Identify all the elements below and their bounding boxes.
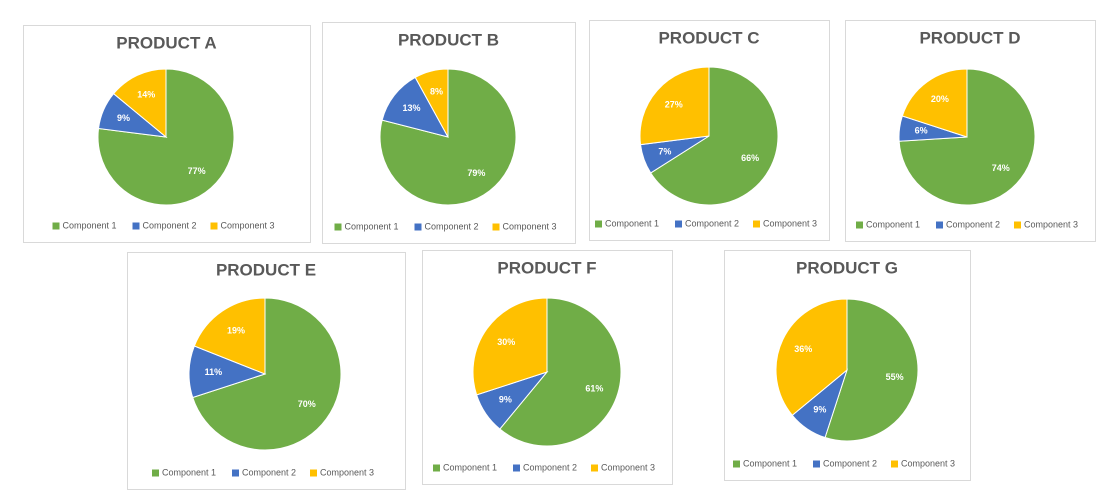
data-label: 9%	[499, 395, 512, 405]
legend-label: Component 3	[901, 458, 955, 468]
pie-slice	[112, 68, 167, 139]
legend-label: Component 3	[320, 467, 374, 477]
chart-title: PRODUCT E	[216, 260, 316, 279]
data-label: 61%	[585, 383, 603, 393]
legend-label: Component 3	[1024, 219, 1078, 229]
data-label: 14%	[137, 90, 155, 100]
pie-slice	[414, 68, 449, 138]
pie-slice	[97, 68, 235, 206]
pie-slice	[381, 76, 449, 138]
pie-slice	[775, 298, 848, 416]
legend-swatch	[891, 460, 898, 468]
legend-label: Component 2	[242, 467, 296, 477]
legend-swatch	[232, 469, 239, 477]
legend-swatch	[132, 222, 140, 230]
chart-title: PRODUCT C	[658, 28, 759, 47]
data-label: 79%	[467, 168, 485, 178]
legend-label: Component 3	[601, 462, 655, 472]
legend-label: Component 1	[443, 462, 497, 472]
legend-swatch	[813, 460, 820, 468]
legend-label: Component 3	[503, 221, 557, 231]
legend-label: Component 3	[221, 220, 275, 230]
legend-swatch	[310, 469, 317, 477]
data-label: 6%	[915, 126, 928, 136]
pie-slice	[824, 298, 919, 442]
legend-swatch	[210, 222, 218, 230]
pie-slice	[650, 66, 779, 206]
chart-title: PRODUCT A	[116, 33, 216, 52]
legend-label: Component 2	[946, 219, 1000, 229]
legend-swatch	[733, 460, 740, 468]
legend-label: Component 2	[823, 458, 877, 468]
legend-label: Component 1	[743, 458, 797, 468]
legend-swatch	[414, 223, 422, 231]
legend-swatch	[513, 464, 520, 472]
chart-title: PRODUCT F	[497, 258, 596, 277]
data-label: 27%	[665, 99, 683, 109]
legend-label: Component 1	[605, 218, 659, 228]
data-label: 9%	[117, 113, 130, 123]
data-label: 55%	[886, 372, 904, 382]
data-label: 36%	[794, 344, 812, 354]
legend-swatch	[334, 223, 342, 231]
legend-label: Component 2	[523, 462, 577, 472]
data-label: 77%	[188, 166, 206, 176]
legend-swatch	[753, 220, 760, 228]
legend-label: Component 3	[763, 218, 817, 228]
legend-swatch	[433, 464, 440, 472]
legend-label: Component 1	[866, 219, 920, 229]
legend-swatch	[52, 222, 60, 230]
legend-swatch	[675, 220, 682, 228]
chart-title: PRODUCT G	[796, 258, 898, 277]
pie-slice	[193, 297, 266, 375]
chart-title: PRODUCT B	[398, 30, 499, 49]
legend-label: Component 1	[162, 467, 216, 477]
legend-swatch	[492, 223, 500, 231]
data-label: 8%	[430, 87, 443, 97]
pie-slice	[901, 68, 968, 138]
pie-slice	[472, 297, 548, 396]
data-label: 66%	[741, 153, 759, 163]
legend-label: Component 2	[685, 218, 739, 228]
legend-swatch	[856, 221, 863, 229]
data-label: 11%	[205, 367, 223, 377]
legend-swatch	[1014, 221, 1021, 229]
pie-slice	[192, 297, 342, 451]
data-label: 7%	[658, 146, 671, 156]
legend-label: Component 2	[425, 221, 479, 231]
pie-slice	[639, 66, 710, 146]
data-label: 9%	[813, 404, 826, 414]
legend-swatch	[591, 464, 598, 472]
data-label: 20%	[931, 94, 949, 104]
legend-label: Component 2	[143, 220, 197, 230]
pie-slice	[499, 297, 622, 447]
data-label: 74%	[992, 163, 1010, 173]
chart-title: PRODUCT D	[919, 28, 1020, 47]
data-label: 13%	[402, 103, 420, 113]
data-label: 19%	[227, 326, 245, 336]
legend-label: Component 1	[345, 221, 399, 231]
legend-label: Component 1	[63, 220, 117, 230]
legend-swatch	[936, 221, 943, 229]
data-label: 70%	[298, 399, 316, 409]
data-label: 30%	[497, 337, 515, 347]
legend-swatch	[152, 469, 159, 477]
legend-swatch	[595, 220, 602, 228]
